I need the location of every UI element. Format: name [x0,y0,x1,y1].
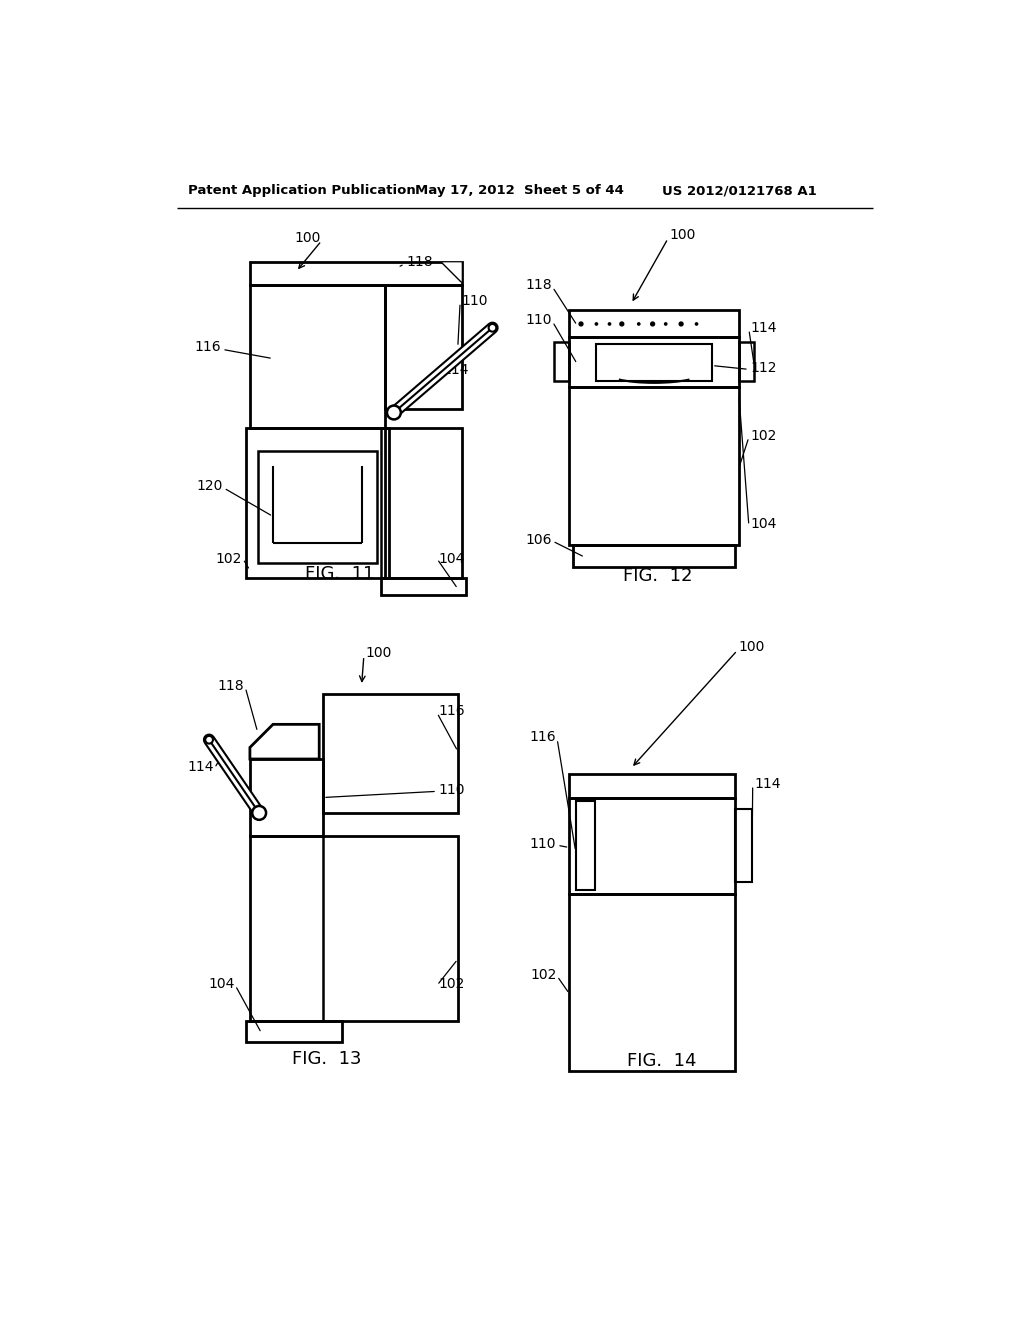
Bar [569,894,735,1071]
Text: 116: 116 [195,341,221,354]
Text: 110: 110 [529,837,556,850]
Circle shape [620,322,624,326]
Text: 116: 116 [529,730,556,744]
Text: 114: 114 [442,363,469,378]
Text: US 2012/0121768 A1: US 2012/0121768 A1 [662,185,816,197]
Circle shape [252,807,266,820]
Text: 118: 118 [407,255,433,269]
Bar [569,775,735,797]
Text: 116: 116 [438,705,465,718]
Bar [573,545,735,566]
Text: 104: 104 [751,517,777,531]
Circle shape [205,737,213,743]
Circle shape [580,322,583,326]
Text: May 17, 2012  Sheet 5 of 44: May 17, 2012 Sheet 5 of 44 [416,185,625,197]
Text: Patent Application Publication: Patent Application Publication [188,185,416,197]
Text: 104: 104 [208,977,234,991]
Text: 112: 112 [751,360,777,375]
Text: 110: 110 [525,313,552,327]
Circle shape [650,322,654,326]
Text: 114: 114 [187,760,214,774]
Text: 100: 100 [366,645,392,660]
Circle shape [695,323,697,325]
Bar [735,809,752,882]
Polygon shape [442,263,462,281]
Text: 118: 118 [525,279,552,293]
Text: 120: 120 [197,479,223,492]
Bar [569,797,735,894]
Bar [250,759,323,836]
Bar [554,342,569,381]
Bar [323,693,458,813]
Text: 102: 102 [530,968,556,982]
Bar [569,387,739,545]
Text: 110: 110 [438,783,465,797]
Text: 114: 114 [755,776,780,791]
Text: 102: 102 [751,429,777,442]
Circle shape [595,323,598,325]
Bar [250,285,385,428]
Text: 102: 102 [438,977,465,991]
Text: 100: 100 [294,231,321,244]
Bar [385,285,462,409]
Text: 100: 100 [739,640,765,655]
Text: 102: 102 [216,552,243,566]
Text: 104: 104 [438,552,465,566]
Circle shape [488,323,497,331]
Text: FIG.  12: FIG. 12 [624,566,693,585]
Bar [596,345,712,381]
Text: 118: 118 [218,678,245,693]
Text: 100: 100 [670,228,696,243]
Bar [246,428,388,578]
Circle shape [679,322,683,326]
Text: FIG.  14: FIG. 14 [627,1052,696,1069]
Circle shape [608,323,610,325]
Text: 110: 110 [462,294,488,308]
Circle shape [638,323,640,325]
Bar [575,801,595,890]
Bar [250,836,458,1020]
Text: 114: 114 [751,321,777,335]
Bar [569,337,739,387]
Bar [381,578,466,595]
Bar [385,428,462,578]
Bar [250,263,462,285]
Text: FIG.  13: FIG. 13 [292,1051,361,1068]
Bar [569,310,739,337]
Bar [246,1020,342,1043]
Text: FIG.  11: FIG. 11 [305,565,375,583]
Circle shape [387,405,400,420]
Bar [739,342,755,381]
Bar [258,451,377,562]
Text: 106: 106 [525,532,552,546]
Circle shape [665,323,667,325]
